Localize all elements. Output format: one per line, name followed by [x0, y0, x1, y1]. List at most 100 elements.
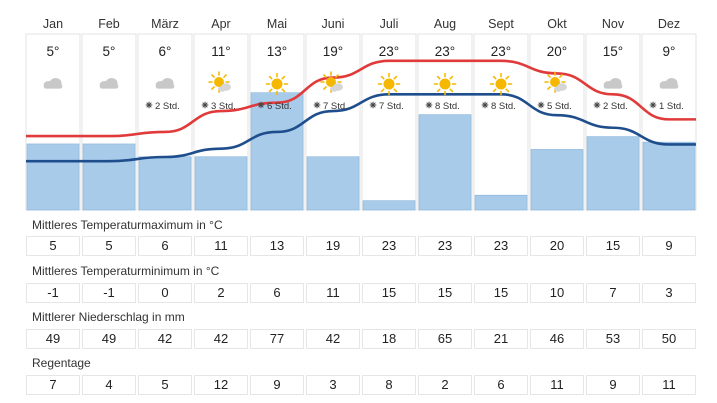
rain-days-cell: 5: [138, 375, 192, 395]
sunshine-hours: 8 Std.: [491, 101, 516, 112]
temp-max-value: 5°: [103, 44, 116, 59]
temp-max-value: 23°: [491, 44, 511, 59]
month-label: Sept: [488, 17, 514, 31]
temp-min-cell: 6: [250, 283, 304, 303]
temp-min-cell: 15: [362, 283, 416, 303]
precip-cell: 65: [418, 329, 472, 349]
temp-max-row: 5 5 6 11 13 19 23 23 23 20 15 9: [26, 236, 696, 256]
sunshine-icon: [649, 101, 657, 109]
sunshine-icon: [537, 101, 545, 109]
temp-min-cell: 0: [138, 283, 192, 303]
rain-days-cell: 7: [26, 375, 80, 395]
sun-cloud-icon: [544, 71, 567, 93]
sunshine-hours: 7 Std.: [379, 101, 404, 112]
sun-icon: [265, 72, 289, 96]
precip-cell: 42: [194, 329, 248, 349]
rain-days-cell: 9: [586, 375, 640, 395]
temp-min-cell: -1: [26, 283, 80, 303]
temp-max-value: 20°: [547, 44, 567, 59]
sunshine-hours: 5 Std.: [547, 101, 572, 112]
cloud-icon: [99, 78, 119, 89]
precipitation-bar: [418, 114, 472, 211]
sunshine-icon: [481, 101, 489, 109]
precip-row: 49 49 42 42 77 42 18 65 21 46 53 50: [26, 329, 696, 349]
rain-days-label: Regentage: [32, 356, 91, 370]
temp-min-cell: 3: [642, 283, 696, 303]
temp-min-row: -1 -1 0 2 6 11 15 15 15 10 7 3: [26, 283, 696, 303]
rain-days-cell: 3: [306, 375, 360, 395]
sun-cloud-icon: [208, 71, 231, 93]
sunshine-hours: 8 Std.: [435, 101, 460, 112]
sunshine-hours: 3 Std.: [211, 101, 236, 112]
rain-days-cell: 11: [642, 375, 696, 395]
sun-cloud-icon: [320, 71, 343, 93]
temp-max-value: 23°: [379, 44, 399, 59]
sunshine-hours: 2 Std.: [603, 101, 628, 112]
cloud-icon: [603, 78, 623, 89]
month-label: Nov: [602, 17, 625, 31]
temp-max-value: 15°: [603, 44, 623, 59]
sunshine-icon: [257, 101, 265, 109]
temp-min-cell: 2: [194, 283, 248, 303]
cloud-icon: [43, 78, 63, 89]
precip-cell: 49: [82, 329, 136, 349]
climate-chart: Jan 5° Feb 5° März 6° 2 Std. Apr 11° 3 Std. Mai 13°…: [25, 17, 697, 211]
rain-days-cell: 2: [418, 375, 472, 395]
precipitation-bar: [474, 194, 528, 211]
precip-cell: 42: [138, 329, 192, 349]
month-label: Okt: [547, 17, 567, 31]
cloud-icon: [659, 78, 679, 89]
precip-cell: 46: [530, 329, 584, 349]
month-label: Mai: [267, 17, 287, 31]
precip-cell: 50: [642, 329, 696, 349]
sunshine-hours: 7 Std.: [323, 101, 348, 112]
temp-max-cell: 23: [474, 236, 528, 256]
rain-days-cell: 6: [474, 375, 528, 395]
precip-cell: 77: [250, 329, 304, 349]
precipitation-bar: [26, 143, 80, 211]
temp-min-cell: 15: [474, 283, 528, 303]
temp-max-cell: 23: [362, 236, 416, 256]
temp-min-cell: 7: [586, 283, 640, 303]
precipitation-bar: [306, 156, 360, 211]
precipitation-bar: [586, 136, 640, 211]
precipitation-bars: [26, 92, 696, 211]
sunshine-icon: [313, 101, 321, 109]
temp-min-cell: 11: [306, 283, 360, 303]
sun-icon: [433, 72, 457, 96]
sunshine-hours: 2 Std.: [155, 101, 180, 112]
precip-cell: 42: [306, 329, 360, 349]
temp-max-value: 11°: [211, 44, 230, 59]
month-label: März: [151, 17, 179, 31]
temp-min-cell: -1: [82, 283, 136, 303]
temperature-lines: [26, 59, 696, 163]
month-label: Juli: [380, 17, 399, 31]
month-label: Jan: [43, 17, 63, 31]
temp-max-cell: 20: [530, 236, 584, 256]
rain-days-cell: 4: [82, 375, 136, 395]
sunshine-hours: 1 Std.: [659, 101, 684, 112]
temp-max-value: 9°: [663, 44, 676, 59]
precip-cell: 21: [474, 329, 528, 349]
temp-max-label: Mittleres Temperaturmaximum in °C: [32, 218, 223, 232]
temp-min-cell: 15: [418, 283, 472, 303]
month-header: Jan 5° Feb 5° März 6° 2 Std. Apr 11° 3 Std. Mai 13°…: [43, 17, 684, 112]
sunshine-icon: [145, 101, 153, 109]
temp-max-cell: 23: [418, 236, 472, 256]
sunshine-icon: [201, 101, 209, 109]
rain-days-cell: 9: [250, 375, 304, 395]
temp-max-value: 23°: [435, 44, 455, 59]
cloud-icon: [155, 78, 175, 89]
temp-max-cell: 5: [26, 236, 80, 256]
precipitation-bar: [362, 200, 416, 211]
rain-days-cell: 12: [194, 375, 248, 395]
sunshine-icon: [593, 101, 601, 109]
temp-max-cell: 5: [82, 236, 136, 256]
precip-label: Mittlerer Niederschlag in mm: [32, 310, 185, 324]
precipitation-bar: [194, 156, 248, 211]
sunshine-hours: 6 Std.: [267, 101, 292, 112]
precipitation-bar: [250, 92, 304, 211]
precipitation-bar: [138, 156, 192, 211]
temp-max-value: 13°: [267, 44, 287, 59]
temp-min-cell: 10: [530, 283, 584, 303]
